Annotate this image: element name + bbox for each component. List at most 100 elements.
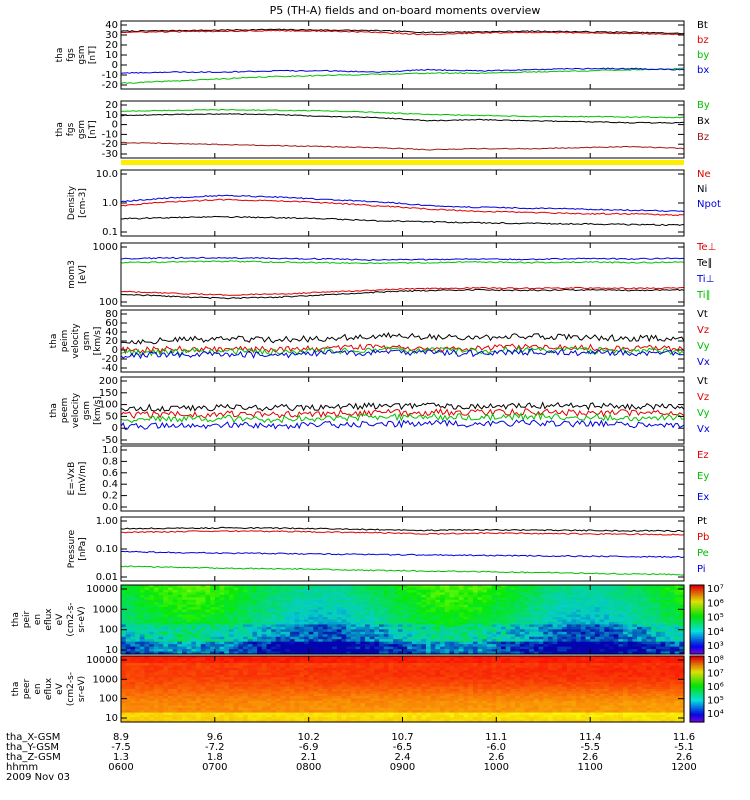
spectrogram-cell	[364, 670, 371, 674]
spectrogram-cell	[557, 634, 563, 638]
spectrogram-cell	[350, 626, 357, 630]
spectrogram-cell	[341, 617, 347, 621]
spectrogram-cell	[444, 649, 451, 653]
spectrogram-cell	[665, 599, 671, 603]
spectrogram-cell	[552, 674, 558, 678]
spectrogram-cell	[397, 602, 404, 606]
spectrogram-cell	[440, 604, 446, 608]
spectrogram-cell	[425, 594, 432, 598]
spectrogram-cell	[590, 670, 596, 674]
spectrogram-cell	[271, 599, 277, 603]
spectrogram-cell	[679, 677, 685, 681]
spectrogram-cell	[557, 677, 563, 681]
spectrogram-cell	[336, 660, 343, 664]
spectrogram-cell	[360, 667, 366, 671]
spectrogram-cell	[665, 631, 671, 635]
spectrogram-cell	[524, 614, 530, 618]
spectrogram-cell	[191, 636, 197, 640]
series-line-Bz	[120, 141, 685, 151]
spectrogram-cell	[360, 607, 366, 611]
spectrogram-cell	[533, 656, 540, 659]
spectrogram-cell	[679, 599, 685, 603]
spectrogram-cell	[379, 672, 385, 676]
spectrogram-cell	[547, 602, 554, 606]
spectrogram-cell	[665, 602, 671, 606]
spectrogram-cell	[623, 658, 629, 662]
spectrogram-cell	[271, 651, 277, 655]
spectrogram-cell	[637, 631, 643, 635]
spectrogram-cell	[374, 658, 380, 662]
y-axis-label: gsm	[77, 45, 87, 64]
spectrogram-cell	[233, 592, 239, 596]
spectrogram-cell	[623, 660, 629, 664]
spectrogram-cell	[458, 621, 465, 626]
spectrogram-cell	[519, 624, 526, 628]
spectrogram-cell	[440, 649, 446, 653]
spectrogram-cell	[613, 649, 619, 653]
spectrogram-cell	[557, 646, 563, 650]
spectrogram-cell	[641, 646, 648, 650]
spectrogram-cell	[440, 599, 446, 603]
spectrogram-cell	[425, 677, 432, 681]
spectrogram-cell	[435, 634, 441, 638]
spectrogram-cell	[360, 677, 366, 681]
spectrogram-cell	[285, 612, 291, 616]
spectrogram-cell	[341, 644, 347, 648]
spectrogram-cell	[135, 599, 141, 603]
spectrogram-cell	[444, 644, 451, 648]
spectrogram-cell	[289, 629, 296, 633]
spectrogram-cell	[660, 594, 666, 598]
spectrogram-cell	[449, 663, 455, 667]
spectrogram-cell	[463, 617, 469, 621]
spectrogram-cell	[177, 636, 183, 640]
spectrogram-cell	[299, 631, 305, 635]
spectrogram-cell	[510, 599, 516, 603]
spectrogram-cell	[346, 670, 352, 674]
spectrogram-cell	[163, 592, 169, 596]
spectrogram-cell	[637, 644, 643, 648]
spectrogram-cell	[355, 585, 361, 589]
spectrogram-cell	[121, 626, 127, 630]
spectrogram-cell	[468, 667, 474, 671]
spectrogram-cell	[341, 604, 347, 608]
spectrogram-cell	[374, 656, 380, 659]
spectrogram-cell	[163, 644, 169, 648]
spectrogram-cell	[519, 629, 526, 633]
spectrogram-cell	[477, 663, 483, 667]
spectrogram-cell	[538, 639, 544, 643]
spectrogram-cell	[257, 665, 263, 669]
spectrogram-cell	[219, 639, 225, 643]
spectrogram-cell	[266, 656, 272, 659]
spectrogram-cell	[421, 644, 427, 648]
spectrogram-cell	[430, 639, 436, 643]
spectrogram-cell	[444, 585, 451, 589]
spectrogram-cell	[308, 656, 314, 659]
spectrogram-cell	[139, 614, 146, 618]
spectrogram-cell	[299, 597, 305, 601]
spectrogram-cell	[242, 602, 249, 606]
spectrogram-cell	[515, 624, 521, 628]
spectrogram-cell	[411, 660, 418, 664]
spectrogram-cell	[172, 658, 178, 662]
spectrogram-cell	[458, 649, 465, 653]
spectrogram-cell	[242, 629, 249, 633]
y-tick-label: 0.8	[102, 456, 118, 467]
spectrogram-cell	[421, 636, 427, 640]
spectrogram-cell	[519, 609, 526, 613]
spectrogram-cell	[411, 667, 418, 671]
y-tick-label: 10.0	[96, 169, 118, 180]
spectrogram-cell	[580, 624, 587, 628]
spectrogram-cell	[529, 629, 535, 633]
spectrogram-cell	[599, 592, 605, 596]
spectrogram-cell	[430, 663, 436, 667]
spectrogram-cell	[449, 589, 455, 593]
spectrogram-cell	[205, 656, 211, 659]
spectrogram-cell	[163, 639, 169, 643]
spectrogram-cell	[252, 665, 258, 669]
spectrogram-cell	[524, 599, 530, 603]
spectrogram-cell	[205, 624, 211, 628]
spectrogram-cell	[388, 665, 394, 669]
spectrogram-cell	[261, 663, 268, 667]
spectrogram-cell	[238, 651, 244, 655]
